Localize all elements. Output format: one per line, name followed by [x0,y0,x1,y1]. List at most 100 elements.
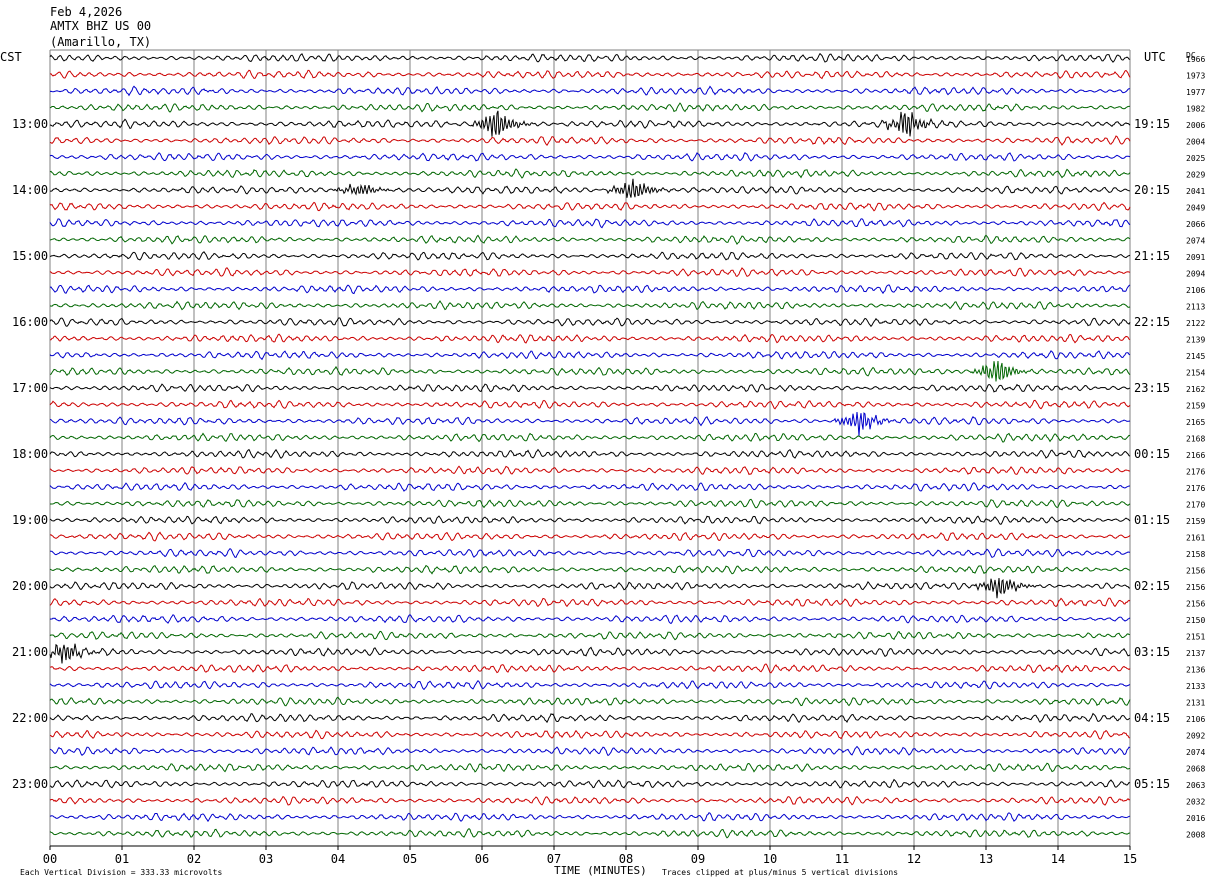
left-hour-label: 23:00 [12,777,48,791]
dc-value-label: 2032 [1186,798,1205,807]
dc-value-label: 2168 [1186,435,1205,444]
x-tick-label: 09 [691,852,705,866]
seismic-trace [49,411,1131,437]
x-tick-label: 08 [619,852,633,866]
left-hour-label: 14:00 [12,183,48,197]
left-hour-label: 13:00 [12,117,48,131]
seismic-trace [49,696,1131,707]
dc-value-label: 2041 [1186,187,1205,196]
dc-value-label: 2136 [1186,666,1205,675]
dc-value-label: 2133 [1186,682,1205,691]
left-hour-label: 18:00 [12,447,48,461]
seismic-trace [49,69,1131,80]
dc-value-label: 2006 [1186,121,1205,130]
clip-note: Traces clipped at plus/minus 5 vertical … [662,868,898,877]
header: Feb 4,2026 AMTX BHZ US 00 (Amarillo, TX) [50,5,151,49]
dc-value-label: 2016 [1186,814,1205,823]
dc-header-label: DC [1186,51,1196,60]
seismic-trace [49,531,1131,542]
dc-value-label: 2106 [1186,286,1205,295]
left-hour-label: 19:00 [12,513,48,527]
seismic-trace [49,680,1131,691]
time-grid [49,49,1131,847]
dc-value-label: 2139 [1186,336,1205,345]
x-tick-label: 03 [259,852,273,866]
seismic-trace [49,762,1131,773]
dc-value-label: 2156 [1186,583,1205,592]
dc-value-label: 1966 [1186,55,1205,64]
seismic-trace [49,547,1131,558]
dc-value-label: 2154 [1186,369,1205,378]
right-hour-label: 20:15 [1134,183,1170,197]
seismic-trace [49,251,1131,261]
dc-value-label: 2158 [1186,550,1205,559]
dc-value-label: 1973 [1186,72,1205,81]
dc-value-label: 2176 [1186,484,1205,493]
seismic-trace [49,712,1131,724]
seismic-trace [49,52,1131,63]
seismic-trace [49,578,1131,599]
x-tick-label: 14 [1051,852,1065,866]
dc-value-label: 2066 [1186,220,1205,229]
seismic-trace [49,745,1131,757]
seismic-trace [49,317,1131,328]
dc-value-label: 2004 [1186,138,1205,147]
seismic-trace [49,110,1131,137]
x-tick-label: 02 [187,852,201,866]
left-hour-label: 20:00 [12,579,48,593]
left-hour-labels: 13:00 14:00 15:00 16:00 17:00 18:00 19:00 20:00… [12,117,48,791]
right-hour-label: 21:15 [1134,249,1170,263]
dc-value-label: 2156 [1186,600,1205,609]
right-hour-label: 02:15 [1134,579,1170,593]
dc-value-label: 2094 [1186,270,1205,279]
seismic-trace [49,178,1131,198]
x-tick-label: 04 [331,852,345,866]
seismic-trace [49,85,1131,97]
x-tick-label: 15 [1123,852,1137,866]
x-tick-label: 10 [763,852,777,866]
dc-value-label: 2162 [1186,385,1205,394]
x-tick-label: 01 [115,852,129,866]
seismic-trace [49,613,1131,625]
dc-value-label: 2156 [1186,567,1205,576]
trace-group [49,52,1131,839]
seismic-trace [49,778,1131,789]
date-label: Feb 4,2026 [50,5,122,19]
seismic-trace [49,465,1131,476]
dc-value-label: 2091 [1186,253,1205,262]
left-hour-label: 21:00 [12,645,48,659]
seismic-trace [49,201,1131,212]
right-hour-labels: 19:15 20:15 21:15 22:15 23:15 00:15 01:15 02:15… [1134,117,1170,791]
dc-value-labels: 1966 1973 1977 1982 2006 2004 2025 2029 2041 2049… [1186,55,1205,840]
dc-value-label: 2122 [1186,319,1205,328]
dc-value-label: 2145 [1186,352,1205,361]
seismic-trace [49,663,1131,674]
seismic-trace [49,630,1131,641]
dc-value-label: 2074 [1186,237,1205,246]
left-timezone-label: CST [0,50,22,64]
dc-value-label: 1982 [1186,105,1205,114]
dc-value-label: 2131 [1186,699,1205,708]
seismic-trace [49,597,1131,608]
seismic-trace [49,360,1131,382]
dc-value-label: 2074 [1186,748,1205,757]
right-hour-label: 03:15 [1134,645,1170,659]
x-tick-label: 11 [835,852,849,866]
seismic-trace [49,234,1131,245]
x-tick-label: 06 [475,852,489,866]
right-hour-label: 19:15 [1134,117,1170,131]
right-hour-label: 00:15 [1134,447,1170,461]
seismic-trace [49,218,1131,229]
seismic-trace [49,168,1131,179]
seismic-trace [49,432,1131,443]
seismic-trace [49,151,1131,162]
right-hour-label: 23:15 [1134,381,1170,395]
right-hour-label: 01:15 [1134,513,1170,527]
left-hour-label: 15:00 [12,249,48,263]
dc-value-label: 2159 [1186,517,1205,526]
seismic-trace [49,812,1131,823]
x-tick-label: 00 [43,852,57,866]
right-hour-label: 22:15 [1134,315,1170,329]
dc-value-label: 2106 [1186,715,1205,724]
